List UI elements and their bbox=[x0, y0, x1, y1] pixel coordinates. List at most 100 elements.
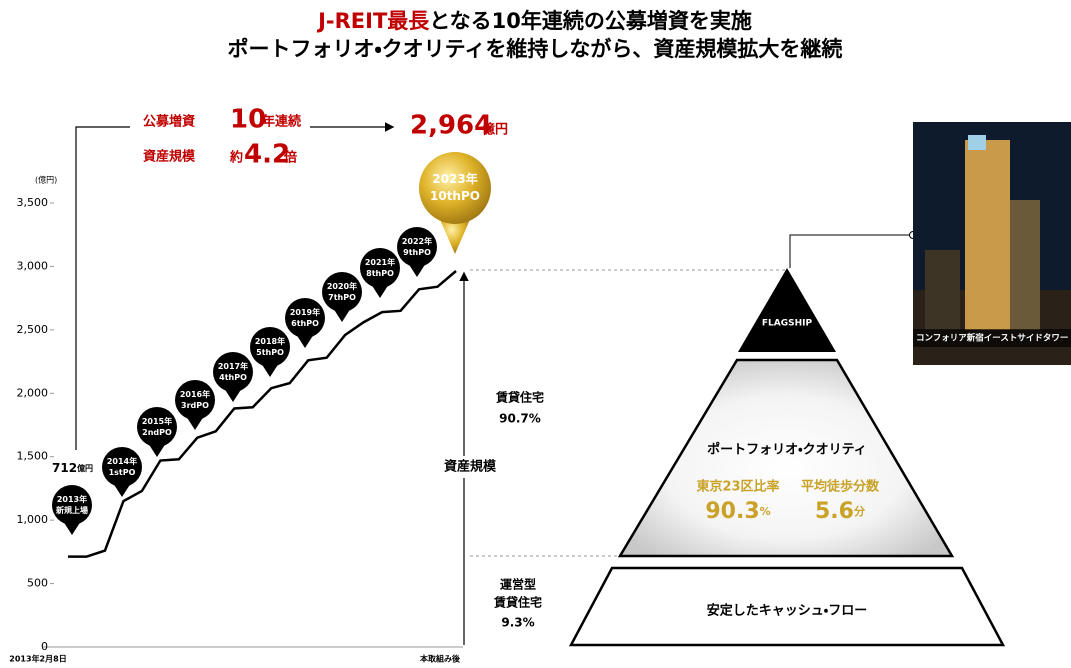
bubble-pointer bbox=[186, 416, 204, 430]
offering-bubble: 2022年 9thPO bbox=[397, 227, 437, 277]
pyramid-top bbox=[738, 268, 836, 352]
bubble bbox=[419, 152, 491, 224]
bubble-year: 2013年 bbox=[57, 494, 87, 504]
bubble-label: 10thPO bbox=[430, 189, 480, 203]
mix-label: 賃貸住宅 bbox=[495, 390, 544, 405]
bracket bbox=[75, 126, 130, 450]
label-bg bbox=[430, 456, 510, 478]
bubble-pointer bbox=[261, 363, 279, 377]
asset-line bbox=[68, 270, 457, 558]
start-number: 712 bbox=[52, 461, 77, 475]
pyramid-middle-title: ポートフォリオ・クオリティ bbox=[707, 442, 867, 458]
bubble bbox=[360, 248, 400, 288]
bubble bbox=[322, 272, 362, 312]
bubble-pointer bbox=[113, 483, 131, 497]
title-rest: となる10年連続の公募増資を実施 bbox=[429, 9, 752, 33]
offering-bubble: 2021年 8thPO bbox=[360, 248, 400, 298]
bubble-label: 8thPO bbox=[366, 269, 394, 278]
bubble-label: 5thPO bbox=[256, 348, 284, 357]
metric-unit: 分 bbox=[853, 504, 866, 518]
x-tick-label: 本取組み後 bbox=[419, 654, 461, 664]
photo-building bbox=[1010, 200, 1040, 330]
bubble bbox=[397, 227, 437, 267]
summary-label: 公募増資 bbox=[143, 114, 195, 130]
offering-bubble: 2016年 3rdPO bbox=[175, 380, 215, 430]
summary-number: 10 bbox=[230, 105, 266, 135]
photo-building bbox=[925, 250, 960, 330]
y-tick-label: 2,500 bbox=[17, 323, 49, 336]
bubble bbox=[250, 327, 290, 367]
metric-number: 90.3 bbox=[705, 499, 759, 524]
bubble-year: 2017年 bbox=[218, 361, 248, 371]
start-label: 712億円 bbox=[52, 461, 93, 475]
bubble-year: 2016年 bbox=[180, 389, 210, 399]
mix-label: 賃貸住宅 bbox=[493, 595, 542, 610]
summary-label: 資産規模 bbox=[143, 149, 196, 165]
bubble bbox=[175, 380, 215, 420]
bubble-year: 2023年 bbox=[432, 171, 477, 186]
bubble-pointer bbox=[296, 334, 314, 348]
bubble-label: 新規上場 bbox=[55, 505, 88, 515]
y-tick-label: 3,000 bbox=[17, 259, 49, 272]
bubble bbox=[102, 447, 142, 487]
metric-unit: % bbox=[760, 505, 771, 518]
offering-bubble: 2023年 10thPO bbox=[419, 152, 491, 254]
summary-unit: 年連続 bbox=[262, 114, 301, 130]
photo-connector bbox=[789, 234, 913, 268]
metric-label: 東京23区比率 bbox=[696, 479, 779, 495]
offering-bubble: 2014年 1stPO bbox=[102, 447, 142, 497]
start-unit: 億円 bbox=[76, 463, 93, 473]
bubble-year: 2014年 bbox=[107, 456, 137, 466]
title-highlight: J-REIT最長 bbox=[316, 9, 430, 33]
offering-bubble: 2020年 7thPO bbox=[322, 272, 362, 322]
offering-bubble: 2019年 6thPO bbox=[285, 298, 325, 348]
bubble-pointer bbox=[408, 263, 426, 277]
offering-bubble: 2017年 4thPO bbox=[213, 352, 253, 402]
mix-share: 90.7% bbox=[499, 412, 541, 426]
bubble-label: 9thPO bbox=[403, 248, 431, 257]
summary-prefix: 約 bbox=[229, 150, 243, 166]
pyramid-top-label: FLAGSHIP bbox=[762, 319, 813, 329]
bubble-year: 2015年 bbox=[142, 416, 172, 426]
y-tick-label: 2,000 bbox=[17, 386, 49, 399]
bubble-year: 2022年 bbox=[402, 236, 432, 246]
photo-tower bbox=[965, 140, 1010, 330]
mix-size-label: 資産規模 bbox=[444, 459, 497, 475]
metric-number: 5.6 bbox=[815, 499, 854, 524]
bubble-pointer bbox=[148, 443, 166, 457]
bubble-pointer bbox=[63, 521, 81, 535]
offering-bubble: 2015年 2ndPO bbox=[137, 407, 177, 457]
y-tick-label: 0 bbox=[41, 640, 48, 653]
bubble-label: 4thPO bbox=[219, 373, 247, 382]
summary-unit: 倍 bbox=[283, 150, 297, 166]
final-number: 2,964 bbox=[410, 111, 492, 141]
bubble-year: 2019年 bbox=[290, 307, 320, 317]
bubble bbox=[213, 352, 253, 392]
y-unit: (億円) bbox=[35, 175, 57, 185]
bubble bbox=[137, 407, 177, 447]
pyramid-bottom-label: 安定したキャッシュ・フロー bbox=[707, 603, 867, 619]
pyramid-middle bbox=[617, 358, 955, 558]
metric-label: 平均徒歩分数 bbox=[801, 479, 880, 495]
bubble-pointer bbox=[333, 308, 351, 322]
mix-label: 運営型 bbox=[500, 577, 536, 592]
caption-band bbox=[913, 329, 1071, 347]
metric-value: 5.6分 bbox=[815, 499, 866, 524]
bubble-year: 2018年 bbox=[255, 336, 285, 346]
bubble-label: 6thPO bbox=[291, 319, 319, 328]
bubble-pointer bbox=[371, 284, 389, 298]
final-unit: 億円 bbox=[481, 122, 508, 138]
y-tick-label: 3,500 bbox=[17, 196, 49, 209]
bubble-label: 7thPO bbox=[328, 293, 356, 302]
bubble-pointer bbox=[224, 388, 242, 402]
bubble-year: 2021年 bbox=[365, 257, 395, 267]
metric-value: 90.3% bbox=[705, 499, 770, 524]
bubble-label: 3rdPO bbox=[181, 401, 209, 410]
mix-share: 9.3% bbox=[501, 616, 534, 630]
bubble bbox=[285, 298, 325, 338]
bubble-label: 2ndPO bbox=[142, 428, 172, 437]
pyramid-bottom bbox=[568, 566, 1006, 647]
bubble-pointer bbox=[438, 216, 472, 254]
